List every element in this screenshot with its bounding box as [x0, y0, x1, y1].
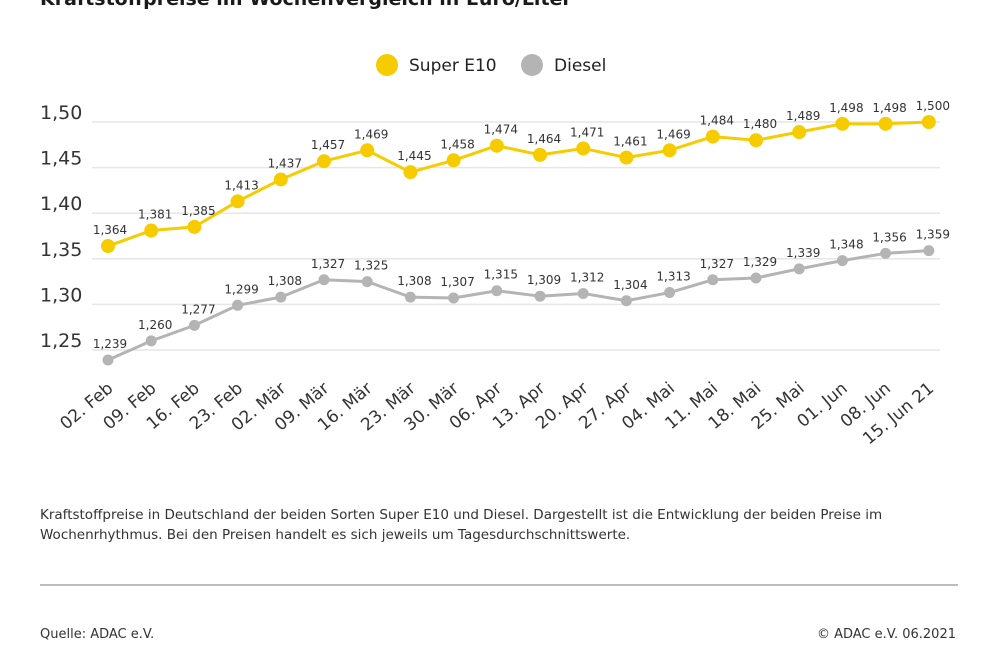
- super-e10-point: [533, 147, 547, 162]
- legend-diesel-label: Diesel: [554, 56, 606, 76]
- super-e10-point: [360, 143, 375, 158]
- super-e10-data-label: 1,464: [527, 132, 561, 146]
- super-e10-point: [489, 138, 504, 153]
- super-e10-data-label: 1,469: [354, 127, 388, 141]
- diesel-data-label: 1,277: [181, 302, 215, 316]
- y-tick-label: 1,35: [40, 239, 82, 261]
- super-e10-data-label: 1,458: [440, 137, 474, 151]
- super-e10-data-label: 1,498: [829, 101, 863, 115]
- diesel-point: [577, 287, 589, 299]
- diesel-point: [275, 291, 287, 303]
- diesel-point: [750, 272, 762, 284]
- diesel-point: [534, 290, 546, 302]
- super-e10-data-label: 1,498: [872, 101, 906, 115]
- diesel-point: [361, 276, 373, 288]
- diesel-line: [107, 249, 929, 362]
- diesel-point: [923, 245, 935, 257]
- diesel-data-label: 1,307: [440, 275, 474, 289]
- super-e10-data-label: 1,480: [743, 117, 777, 131]
- diesel-data-label: 1,329: [743, 255, 777, 269]
- diesel-data-label: 1,309: [527, 273, 561, 287]
- legend-super-e10-marker: [376, 54, 398, 76]
- super-e10-point: [835, 116, 850, 131]
- super-e10-point: [187, 219, 202, 234]
- super-e10-point: [792, 125, 807, 140]
- y-tick-label: 1,50: [40, 102, 82, 124]
- diesel-point: [145, 335, 157, 347]
- super-e10-point: [403, 165, 418, 180]
- diesel-data-label: 1,327: [700, 257, 734, 271]
- super-e10-point: [317, 154, 331, 169]
- super-e10-point: [230, 194, 245, 209]
- diesel-data-label: 1,325: [354, 259, 388, 273]
- chart-title: Kraftstoffpreise im Wochenvergleich in E…: [40, 0, 572, 10]
- super-e10-data-label: 1,461: [613, 135, 647, 149]
- diesel-point: [102, 354, 114, 366]
- super-e10-data-label: 1,474: [484, 123, 518, 137]
- super-e10-point: [662, 143, 677, 158]
- diesel-point: [620, 295, 632, 307]
- divider: [40, 584, 958, 586]
- diesel-data-label: 1,359: [916, 228, 950, 242]
- super-e10-point: [273, 172, 288, 187]
- super-e10-data-label: 1,471: [570, 125, 604, 139]
- diesel-point: [232, 299, 244, 311]
- super-e10-data-label: 1,469: [656, 127, 690, 141]
- legend-diesel-marker: [521, 54, 543, 76]
- diesel-point: [836, 255, 848, 267]
- diesel-data-label: 1,356: [872, 230, 906, 244]
- diesel-point: [318, 274, 330, 286]
- super-e10-point: [446, 153, 461, 168]
- diesel-data-label: 1,312: [570, 270, 604, 284]
- super-e10-data-label: 1,413: [224, 178, 258, 192]
- diesel-data-label: 1,315: [484, 268, 518, 282]
- y-tick-label: 1,45: [40, 148, 82, 170]
- diesel-data-label: 1,339: [786, 246, 820, 260]
- diesel-point: [707, 274, 719, 286]
- chart-caption: Kraftstoffpreise in Deutschland der beid…: [40, 507, 883, 543]
- super-e10-data-label: 1,445: [397, 149, 431, 163]
- diesel-data-label: 1,313: [656, 270, 690, 284]
- legend-super-e10-label: Super E10: [409, 56, 497, 76]
- super-e10-point: [749, 133, 763, 148]
- y-tick-label: 1,25: [40, 330, 82, 352]
- diesel-data-label: 1,299: [224, 282, 258, 296]
- diesel-data-label: 1,260: [138, 318, 172, 332]
- super-e10-line: [107, 120, 929, 248]
- super-e10-point: [101, 239, 115, 254]
- diesel-point: [664, 287, 676, 299]
- super-e10-point: [878, 116, 893, 131]
- super-e10-data-label: 1,489: [786, 109, 820, 123]
- super-e10-data-label: 1,484: [700, 114, 734, 128]
- diesel-data-label: 1,239: [93, 337, 127, 351]
- super-e10-data-label: 1,385: [181, 204, 215, 218]
- diesel-point: [404, 291, 416, 303]
- diesel-point: [448, 292, 460, 304]
- super-e10-point: [144, 223, 159, 238]
- super-e10-point: [705, 129, 720, 144]
- super-e10-data-label: 1,500: [916, 99, 950, 113]
- diesel-data-label: 1,308: [397, 274, 431, 288]
- diesel-point: [793, 263, 805, 275]
- super-e10-point: [576, 141, 591, 156]
- diesel-point: [188, 319, 200, 331]
- super-e10-data-label: 1,364: [93, 223, 127, 237]
- copyright-note: © ADAC e.V. 06.2021: [816, 627, 956, 642]
- diesel-point: [880, 247, 892, 259]
- super-e10-point: [619, 150, 634, 165]
- diesel-data-label: 1,304: [613, 278, 647, 292]
- y-tick-label: 1,30: [40, 284, 82, 306]
- diesel-data-label: 1,308: [268, 274, 302, 288]
- super-e10-data-label: 1,457: [311, 138, 345, 152]
- source-note: Quelle: ADAC e.V.: [40, 627, 155, 642]
- diesel-data-label: 1,348: [829, 238, 863, 252]
- super-e10-data-label: 1,437: [268, 156, 302, 170]
- diesel-point: [491, 285, 503, 297]
- super-e10-point: [921, 115, 936, 129]
- y-tick-label: 1,40: [40, 193, 82, 215]
- super-e10-data-label: 1,381: [138, 208, 172, 222]
- diesel-data-label: 1,327: [311, 257, 345, 271]
